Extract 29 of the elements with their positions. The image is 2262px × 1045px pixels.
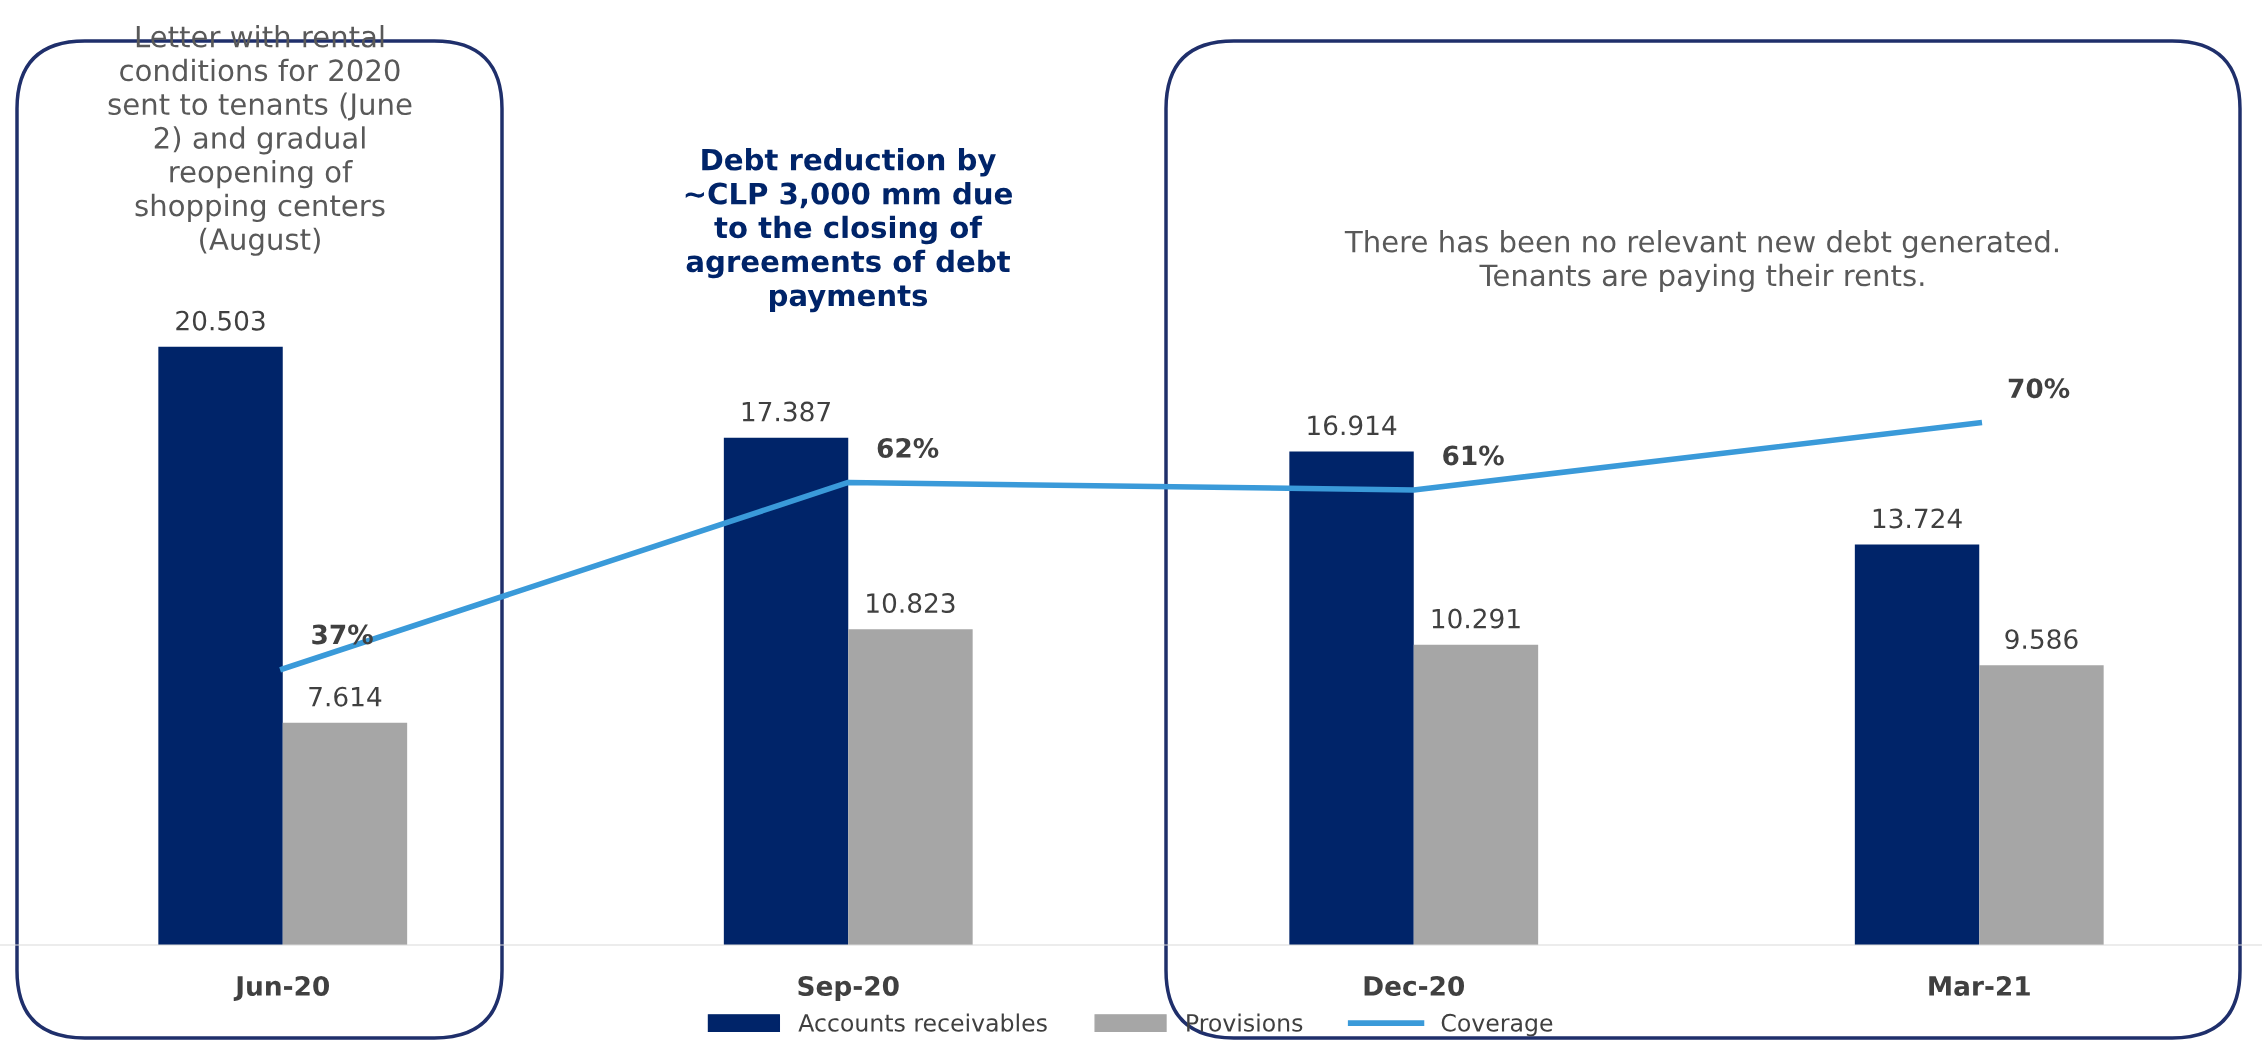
data-label: 7.614 [309,686,382,707]
bar [1854,544,1980,945]
data-label: 62% [877,437,939,458]
bar [848,629,973,945]
data-label: 61% [1443,445,1504,466]
legend-label: Provisions [1187,1013,1303,1032]
data-label: 37% [312,624,373,645]
bar [158,346,283,945]
bar [723,437,849,945]
legend-label: Accounts receivables [798,1013,1047,1032]
bar [1979,665,2104,945]
x-tick-label: Mar-21 [1929,976,2030,996]
bar [1289,451,1414,945]
legend-label: Coverage [1441,1013,1553,1037]
bar [1413,644,1539,945]
x-tick-label: Jun-20 [233,976,330,1001]
data-label: 16.914 [1308,415,1397,436]
data-label: 13.724 [1873,508,1962,529]
x-tick-label: Sep-20 [798,976,899,1002]
x-tick-label: Dec-20 [1364,976,1465,996]
data-label: 20.503 [176,310,265,331]
bar [282,722,408,945]
data-label: 9.586 [2005,629,2078,650]
data-label: 10.291 [1432,608,1520,629]
data-label: 17.387 [742,401,830,422]
text: Debt reduction by ~CLP 3,000 mm due to the closing of agreements of debt payments [685,148,1012,313]
data-label: 10.823 [867,593,955,614]
data-label: 70% [2008,378,2070,399]
text: There has been no relevant new debt generated. Tenants are paying their rents. [1344,230,2058,292]
